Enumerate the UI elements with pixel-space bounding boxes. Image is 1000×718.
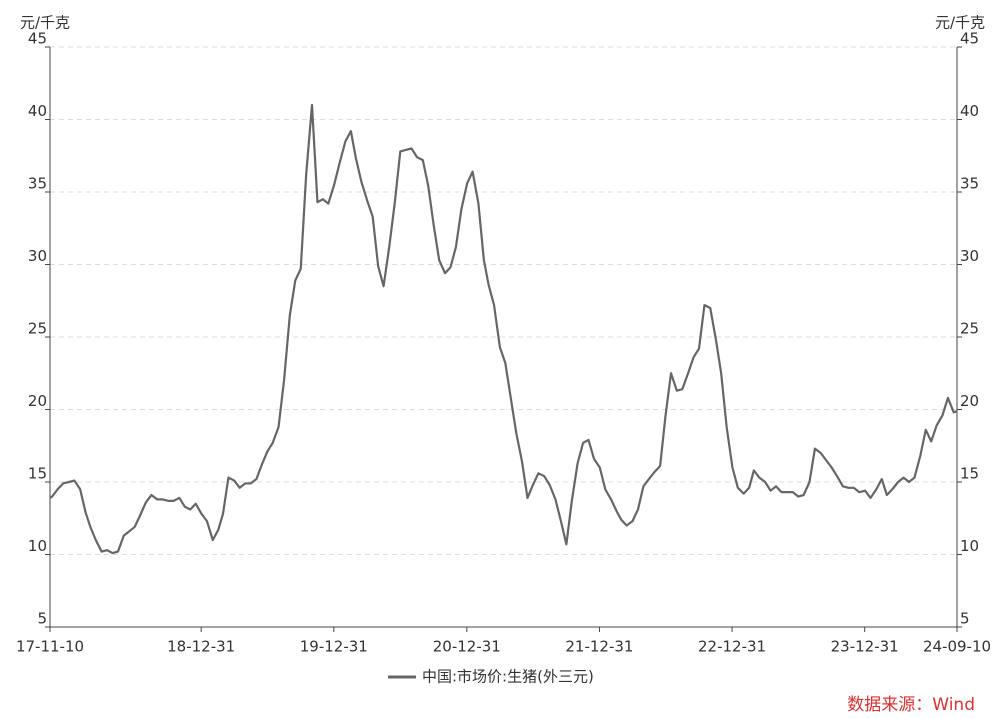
x-tick-label: 22-12-31 [698,638,766,656]
x-tick-label: 18-12-31 [167,638,235,656]
y-tick-label: 30 [28,247,47,265]
y2-axis-label: 元/千克 [935,14,985,32]
y2-tick-label: 45 [960,30,979,48]
y-tick-label: 35 [28,175,47,193]
x-tick-label: 21-12-31 [565,638,633,656]
y2-tick-label: 5 [960,610,970,628]
y2-tick-label: 20 [960,392,979,410]
y2-tick-label: 35 [960,175,979,193]
y-tick-label: 15 [28,465,47,483]
y-axis-label: 元/千克 [20,14,70,32]
y2-tick-label: 15 [960,465,979,483]
x-tick-label: 23-12-31 [831,638,899,656]
y2-tick-label: 10 [960,537,979,555]
x-tick-label: 24-09-10 [923,638,991,656]
y-tick-label: 25 [28,320,47,338]
x-tick-label: 17-11-10 [16,638,84,656]
y-tick-label: 40 [28,102,47,120]
source-note: 数据来源：Wind [847,695,975,715]
y-tick-label: 10 [28,537,47,555]
y2-tick-label: 30 [960,247,979,265]
y-tick-label: 5 [37,610,47,628]
y2-tick-label: 25 [960,320,979,338]
x-tick-label: 19-12-31 [300,638,368,656]
y2-tick-label: 40 [960,102,979,120]
series-line [49,103,958,555]
x-tick-label: 20-12-31 [433,638,501,656]
y-tick-label: 20 [28,392,47,410]
legend-label: 中国:市场价:生猪(外三元) [422,668,594,686]
y-tick-label: 45 [28,30,47,48]
